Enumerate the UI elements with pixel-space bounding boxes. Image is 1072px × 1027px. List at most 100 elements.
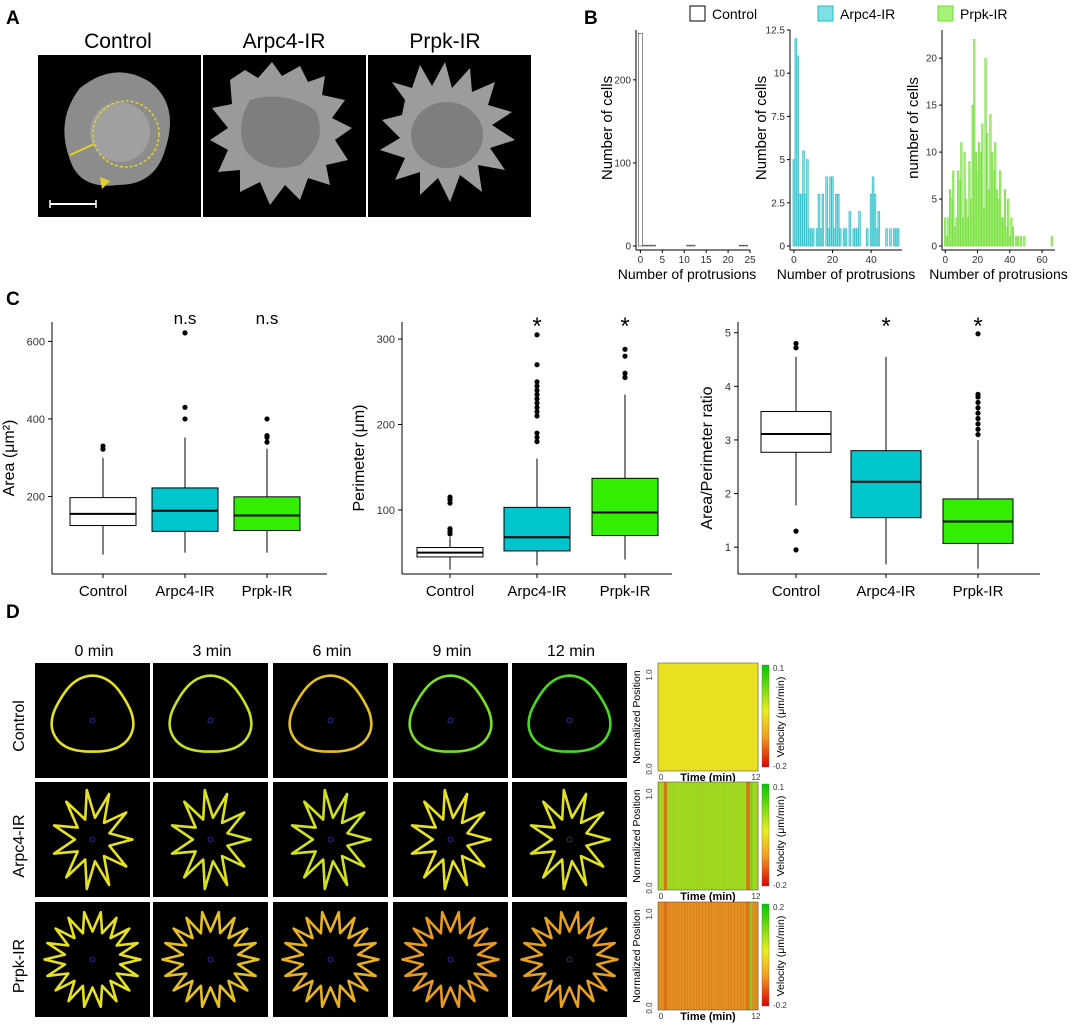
box-ytick-label-1-2: 300 xyxy=(377,334,395,346)
kymo-colorbar-2 xyxy=(761,903,770,1007)
box-xtick-label-1-1: Arpc4-IR xyxy=(507,583,566,600)
hist-bar-1-26 xyxy=(852,228,855,247)
panel-c-boxplots: 200 400 600 Area (μm²) Control Arpc4-IR n.s Prp… xyxy=(1,309,1040,600)
kymo-cbar-min-2: -0.2 xyxy=(773,1001,787,1010)
contour-cell-0-0 xyxy=(35,663,150,778)
kymo-band-0-32 xyxy=(752,663,756,771)
kymo-band-1-10 xyxy=(687,782,691,890)
outlier-2-2-5 xyxy=(975,405,981,411)
outlier-0-0-1 xyxy=(100,443,106,449)
kymo-band-2-33 xyxy=(755,902,759,1010)
hist-bar-2-26 xyxy=(986,133,989,247)
hist-ytick-label-2-1: 5 xyxy=(931,195,937,206)
cell-contour-1-3 xyxy=(410,788,492,891)
box-ytick-label-2-4: 5 xyxy=(725,328,731,340)
kymo-band-0-10 xyxy=(687,663,691,771)
hist-bar-0-3 xyxy=(651,244,656,247)
legend-label-prpk: Prpk-IR xyxy=(960,6,1007,22)
panel-a-title-control: Control xyxy=(84,30,152,53)
cell-contour-0-0 xyxy=(50,674,135,753)
hist-ytick-label-2-0: 0 xyxy=(931,242,937,253)
kymo-xtick-min-2: 0 xyxy=(659,1012,664,1021)
outlier-1-1-1 xyxy=(534,434,540,440)
cell-contour-1-4 xyxy=(529,788,611,891)
hist-bar-1-23 xyxy=(842,228,846,247)
outlier-2-0-0 xyxy=(793,547,799,553)
centroid-marker-2-3 xyxy=(447,956,454,963)
kymo-band-1-14 xyxy=(699,782,703,890)
kymo-ytick-min-0: 0.0 xyxy=(645,763,654,775)
outlier-0-2-3 xyxy=(264,416,270,422)
legend-swatch-prpk xyxy=(937,5,954,22)
kymo-band-1-12 xyxy=(693,782,697,890)
kymo-cbar-label-0: Velocity (μm/min) xyxy=(775,677,787,758)
kymo-band-0-21 xyxy=(719,663,724,771)
hist-bar-2-23 xyxy=(981,123,984,247)
box-0-2 xyxy=(233,496,301,532)
outlier-2-2-6 xyxy=(975,399,981,406)
hist-bar-1-32 xyxy=(871,176,875,247)
box-xtick-label-2-1: Arpc4-IR xyxy=(856,583,915,600)
contour-bg-0-1 xyxy=(153,663,268,778)
kymo-band-1-30 xyxy=(746,782,750,890)
centroid-marker-1-4 xyxy=(566,836,573,843)
hist-xtick-label-0-4: 20 xyxy=(723,255,735,266)
contour-cell-1-4 xyxy=(512,782,627,897)
kymo-xtick-max-1: 12 xyxy=(752,892,761,901)
hist-xtick-label-1-2: 40 xyxy=(866,255,878,266)
outlier-1-1-12 xyxy=(534,362,540,368)
boxplot-1: 100 200 300 Perimeter (μm) Control Arpc4-IR * P… xyxy=(351,313,672,600)
hist-bar-2-28 xyxy=(989,114,992,247)
hist-bar-1-38 xyxy=(893,228,896,247)
centroid-marker-1-0 xyxy=(89,836,96,843)
kymo-band-0-25 xyxy=(731,663,735,771)
hist-bar-2-44 xyxy=(1016,236,1019,247)
kymo-band-2-24 xyxy=(728,902,732,1010)
kymo-band-1-15 xyxy=(702,782,706,890)
hist-ytick-label-1-0: 0 xyxy=(779,242,785,253)
kymo-band-0-18 xyxy=(710,663,715,771)
cell-contour-2-3 xyxy=(401,910,500,1009)
kymo-band-0-20 xyxy=(716,663,721,771)
kymo-band-1-33 xyxy=(755,782,759,890)
kymo-ytick-max-0: 1.0 xyxy=(645,669,654,681)
centroid-marker-2-2 xyxy=(327,956,334,963)
box-1-1 xyxy=(503,506,571,552)
kymo-colorbar-1 xyxy=(761,783,770,887)
panel-b-legend: Control Arpc4-IR Prpk-IR xyxy=(689,5,1007,22)
hist-bar-0-4 xyxy=(686,244,691,247)
contour-cell-0-3 xyxy=(393,663,508,778)
kymo-band-2-7 xyxy=(678,902,682,1010)
hist-bar-1-14 xyxy=(821,193,825,247)
hist-bar-1-30 xyxy=(866,228,869,247)
hist-bar-2-15 xyxy=(968,161,971,247)
kymo-band-0-7 xyxy=(678,663,682,771)
hist-bar-2-3 xyxy=(949,189,952,247)
contour-cell-2-1 xyxy=(153,902,268,1017)
cell-contour-0-2 xyxy=(288,674,373,753)
kymo-band-0-17 xyxy=(708,663,712,771)
contour-bg-2-1 xyxy=(153,902,268,1017)
hist-ytick-label-2-4: 20 xyxy=(926,54,938,65)
kymo-band-1-20 xyxy=(716,782,721,890)
hist-bar-1-6 xyxy=(804,193,807,247)
hist-bar-0-0 xyxy=(638,33,643,247)
time-label-9: 9 min xyxy=(432,643,471,660)
time-label-0: 0 min xyxy=(74,643,113,660)
hist-bar-2-5 xyxy=(952,170,955,247)
outlier-2-0-1 xyxy=(793,528,799,534)
kymo-band-1-21 xyxy=(719,782,724,890)
hist-bar-1-4 xyxy=(800,193,803,247)
hist-bar-1-13 xyxy=(819,228,823,247)
kymo-frame-1 xyxy=(657,781,759,891)
kymo-band-0-2 xyxy=(663,663,668,771)
kymo-band-1-13 xyxy=(696,782,700,890)
contour-bg-2-3 xyxy=(393,902,508,1017)
contour-cell-2-3 xyxy=(393,902,508,1017)
hist-ytick-label-1-1: 2.5 xyxy=(771,198,785,209)
significance-0-2: n.s xyxy=(256,309,279,328)
hist-bar-2-17 xyxy=(971,104,974,247)
cell-contour-2-2 xyxy=(281,910,380,1009)
hist-bar-2-22 xyxy=(979,151,982,247)
